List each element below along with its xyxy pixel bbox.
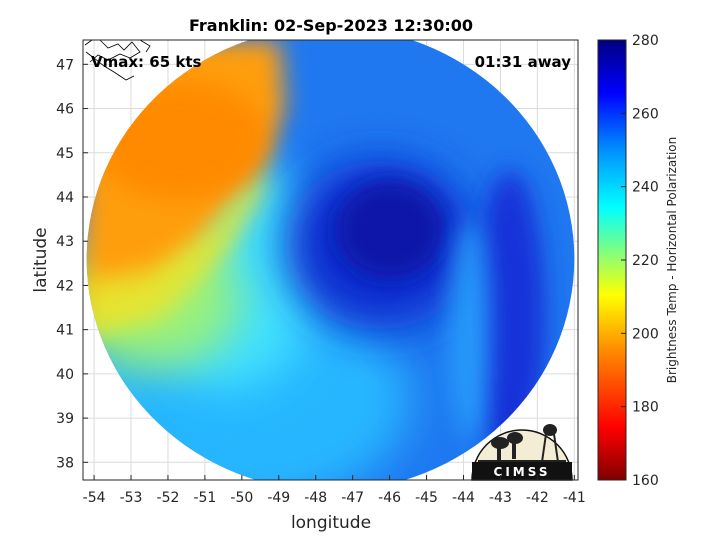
time-away-annotation: 01:31 away <box>475 53 572 71</box>
x-tick-label: -48 <box>304 490 327 506</box>
colorbar-tick-label: 180 <box>632 400 659 416</box>
field-east-band <box>475 170 545 470</box>
x-tick-label: -46 <box>378 490 401 506</box>
colorbar-label: Brightness Temp - Horizontal Polarizatio… <box>665 137 679 384</box>
x-tick-label: -49 <box>267 490 290 506</box>
colorbar-ticks: 160 180 200 220 240 260 280 <box>621 33 659 489</box>
chart-title: Franklin: 02-Sep-2023 12:30:00 <box>189 16 473 35</box>
colorbar-tick-label: 200 <box>632 326 659 342</box>
x-tick-label: -53 <box>120 490 143 506</box>
y-tick-label: 42 <box>56 278 74 294</box>
x-tick-label: -43 <box>489 490 512 506</box>
x-tick-label: -50 <box>230 490 253 506</box>
logo-tower-leg-2 <box>553 433 559 463</box>
y-tick-label: 39 <box>56 411 74 427</box>
colorbar-tick-label: 160 <box>632 473 659 489</box>
field-warm-yellow-edge <box>86 180 270 340</box>
x-tick-label: -44 <box>452 490 475 506</box>
x-tick-label: -51 <box>193 490 216 506</box>
cimss-logo: CIMSS <box>471 424 573 481</box>
x-axis: -54 -53 -52 -51 -50 -49 -48 -47 -46 -45 -44 -43 -42-… <box>83 475 586 506</box>
colorbar-tick-label: 240 <box>632 180 659 196</box>
coastline-path <box>84 39 151 81</box>
colorbar-tick-label: 280 <box>632 33 659 49</box>
y-tick-label: 47 <box>56 57 74 73</box>
y-tick-label: 40 <box>56 367 74 383</box>
vmax-annotation: Vmax: 65 kts <box>91 53 201 71</box>
y-tick-label: 46 <box>56 102 74 118</box>
field-cold-core-inner <box>335 180 445 280</box>
logo-dish-right <box>507 432 523 444</box>
x-tick-label: -47 <box>341 490 364 506</box>
y-tick-label: 44 <box>56 190 74 206</box>
x-tick-label: -52 <box>157 490 180 506</box>
y-tick-label: 43 <box>56 234 74 250</box>
x-tick-label: -54 <box>83 490 106 506</box>
coastline <box>84 39 151 81</box>
logo-tower-leg-1 <box>541 433 547 463</box>
logo-text: CIMSS <box>494 465 551 479</box>
plot-frame <box>82 39 579 481</box>
y-tick-label: 38 <box>56 455 74 471</box>
x-axis-label: longitude <box>291 513 371 533</box>
y-tick-label: 41 <box>56 323 74 339</box>
logo-band <box>472 462 572 480</box>
y-tick-label: 45 <box>56 146 74 162</box>
logo-dish-left-base <box>497 446 501 460</box>
x-tick-label: -41 <box>563 490 586 506</box>
x-tick-label: -42 <box>526 490 549 506</box>
colorbar-tick-label: 260 <box>632 106 659 122</box>
x-tick-label: -45 <box>415 490 438 506</box>
logo-water-tower <box>543 424 557 436</box>
logo-dish-left <box>491 437 509 449</box>
y-axis-label: latitude <box>31 227 51 292</box>
y-axis: 38 39 40 41 42 43 44 45 46 47 <box>56 57 88 471</box>
colorbar-tick-label: 220 <box>632 253 659 269</box>
field-cyan-arc <box>450 220 490 440</box>
logo-dish-right-base <box>512 441 516 459</box>
